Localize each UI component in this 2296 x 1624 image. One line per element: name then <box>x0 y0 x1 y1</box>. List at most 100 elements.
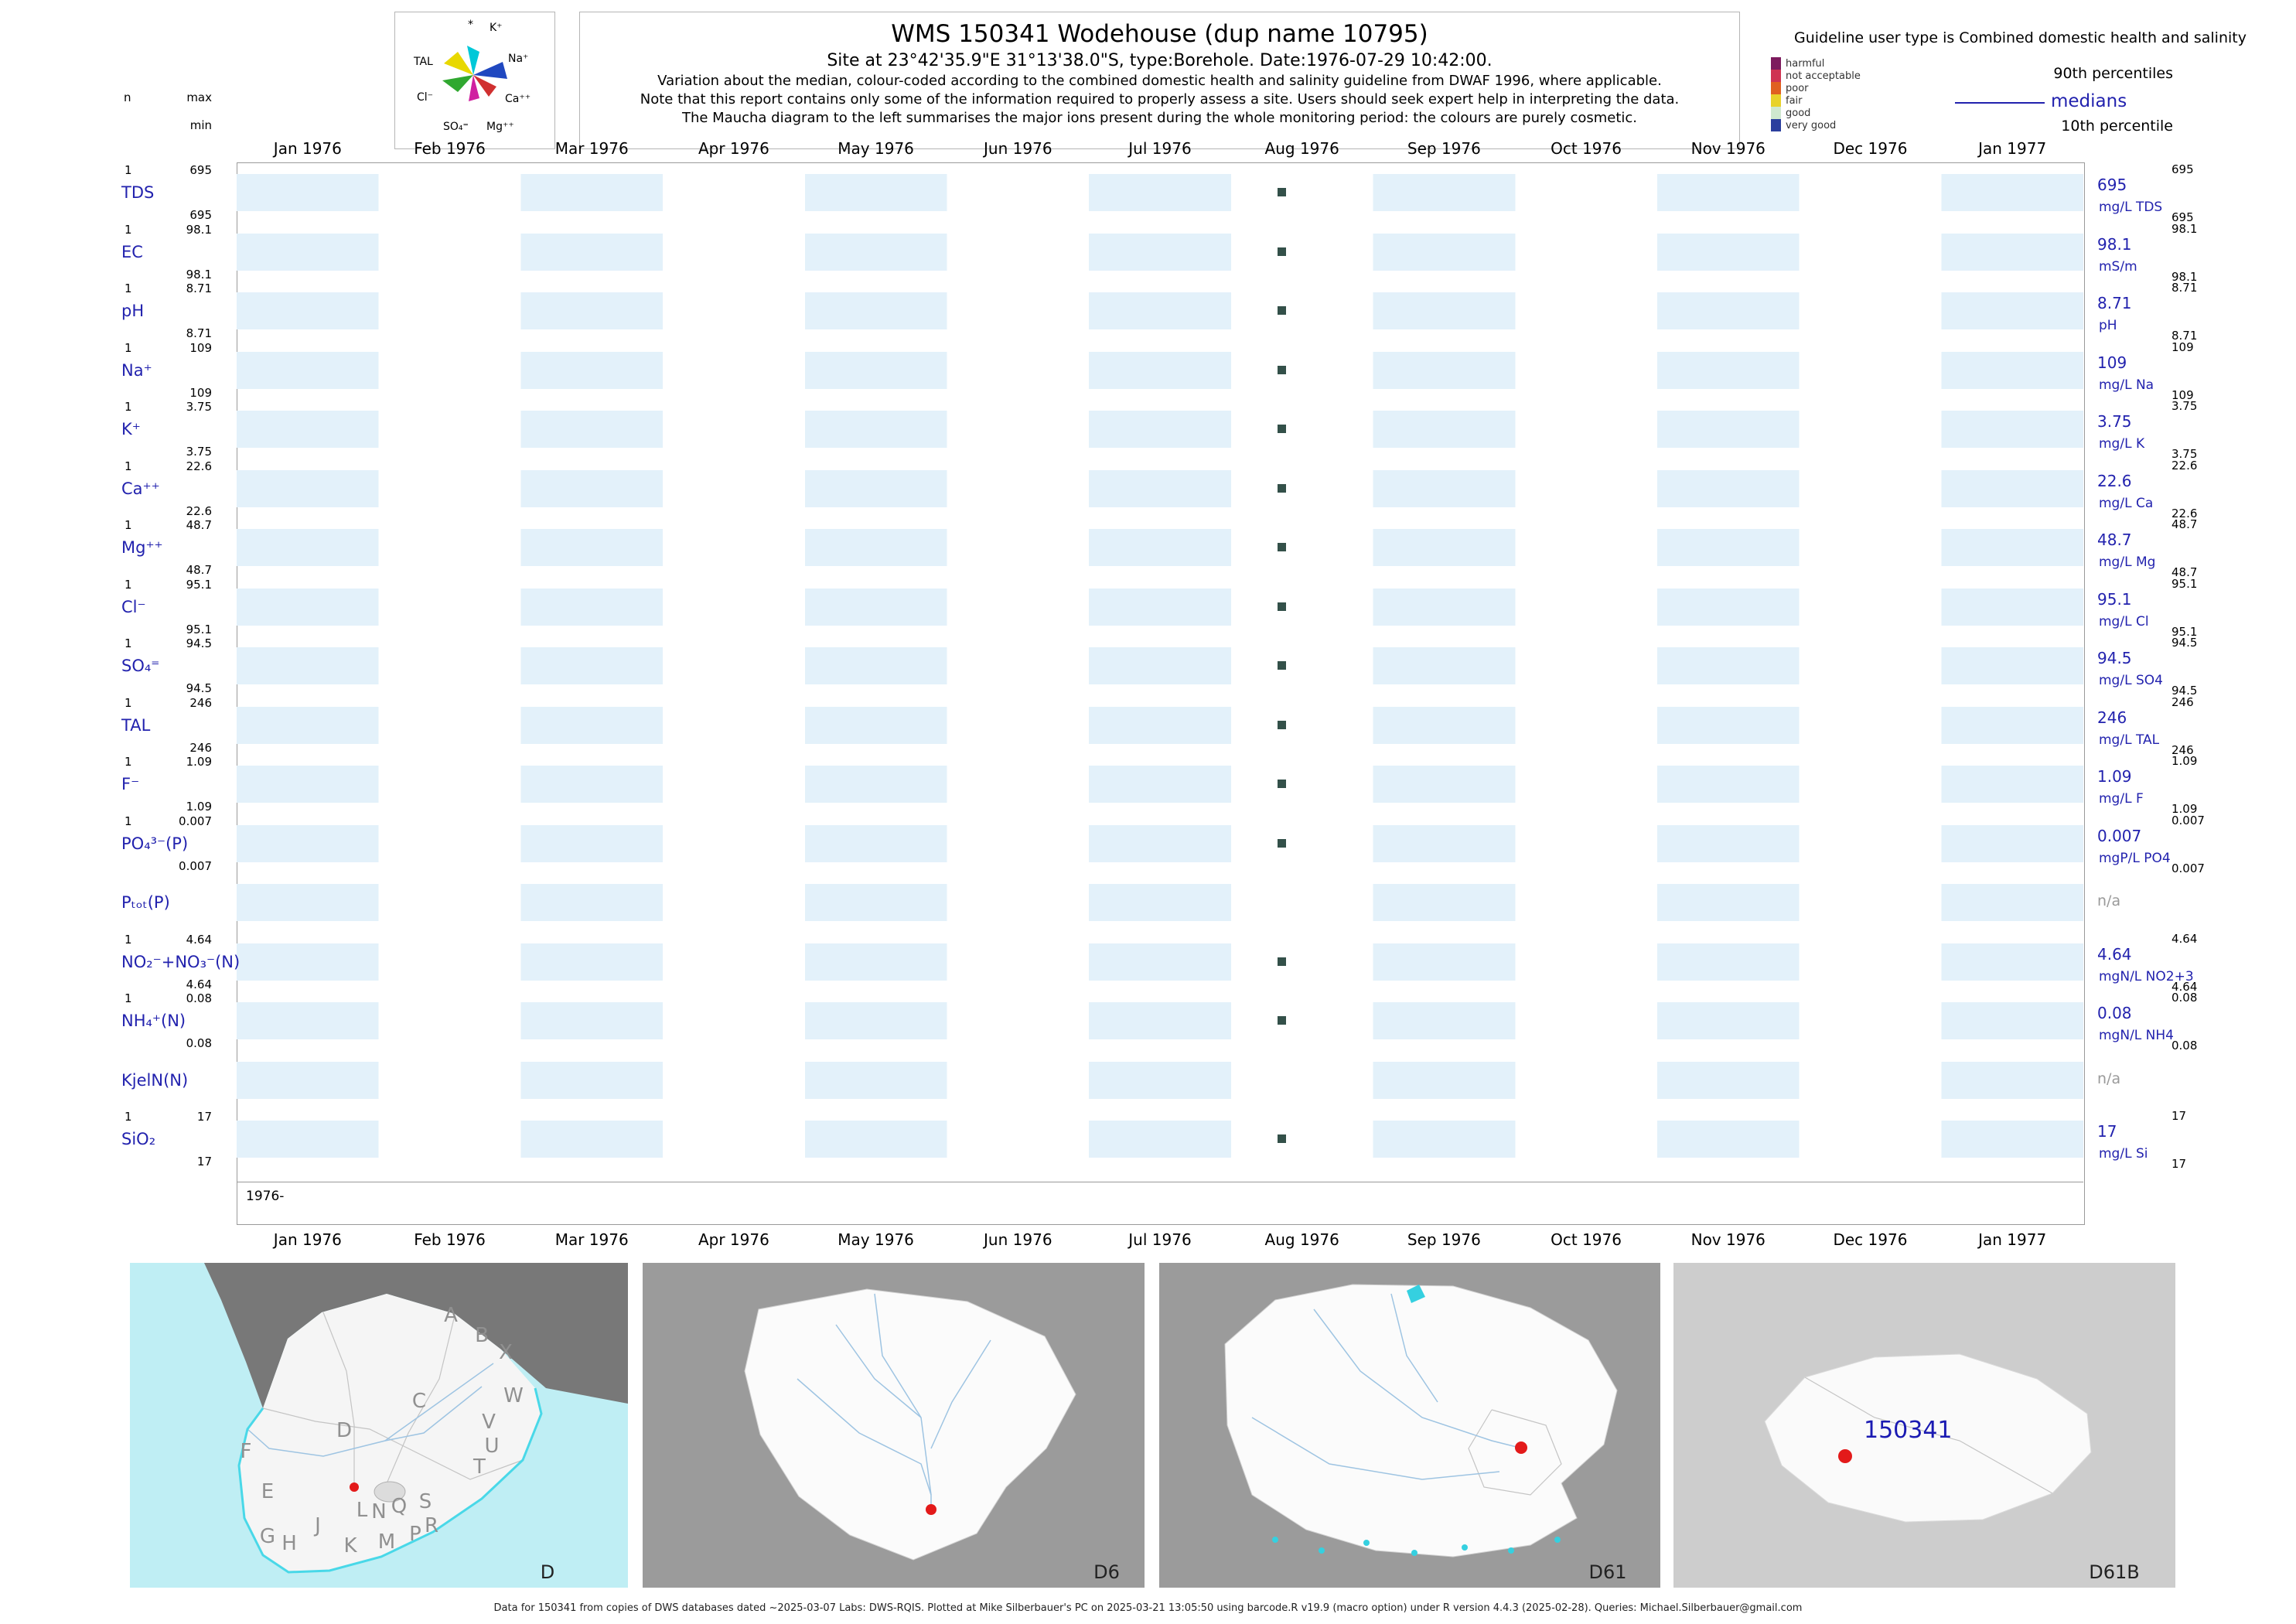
median-value: 246 <box>2097 708 2127 727</box>
maucha-lobe <box>473 62 507 79</box>
parameter-label: NO₂⁻+NO₃⁻(N) <box>121 952 241 971</box>
month-label: Jun 1976 <box>984 1230 1052 1249</box>
unit-label: mg/L TDS <box>2099 200 2163 215</box>
parameter-label: K⁺ <box>121 420 141 438</box>
monitoring-point <box>1508 1547 1514 1554</box>
parameter-label: NH₄⁺(N) <box>121 1012 186 1030</box>
region-letter: R <box>425 1514 438 1537</box>
unit-label: mg/L K <box>2099 436 2145 452</box>
month-label: Mar 1976 <box>554 1230 629 1249</box>
row-right-labels: 48.7 48.7 mg/L Mg 48.7 <box>2097 517 2233 579</box>
quality-color-swatch <box>1771 119 1781 131</box>
monitoring-point <box>1411 1550 1418 1556</box>
site-subtitle: Site at 23°42'35.9"E 31°13'38.0"S, type:… <box>827 51 1493 70</box>
quality-scale: harmful not acceptable poor fair good very go… <box>1771 57 1861 131</box>
neighbouring-countries <box>130 1263 628 1408</box>
region-letter: N <box>371 1500 386 1523</box>
row-right-labels: 246 246 mg/L TAL 246 <box>2097 695 2233 757</box>
data-point <box>1278 483 1287 493</box>
median-value: 17 <box>2097 1122 2117 1141</box>
river <box>1390 1293 1438 1403</box>
row-left-labels: TDS 1 695 695 <box>118 163 229 222</box>
p10-value: 0.007 <box>2171 861 2205 875</box>
parameter-band <box>237 469 2083 507</box>
sample-count: 1 <box>125 400 132 414</box>
row-right-labels: 0.08 0.08 mgN/L NH4 0.08 <box>2097 991 2233 1053</box>
quality-level: not acceptable <box>1771 70 1861 82</box>
region-letter: D <box>336 1419 352 1442</box>
median-value: 98.1 <box>2097 234 2132 254</box>
min-value: 17 <box>196 1155 212 1169</box>
year-label: 1976- <box>246 1189 285 1204</box>
p90-value: 246 <box>2171 694 2194 709</box>
quality-color-swatch <box>1771 70 1781 82</box>
river <box>384 1386 483 1441</box>
min-header: min <box>189 118 212 132</box>
unit-label: mgN/L NO2+3 <box>2099 968 2194 984</box>
month-label: Nov 1976 <box>1690 1230 1765 1249</box>
p10-value: 3.75 <box>2171 447 2198 461</box>
month-label: Aug 1976 <box>1264 139 1339 158</box>
month-label: Jan 1977 <box>1978 1230 2047 1249</box>
row-right-labels: 0.007 0.007 mgP/L PO4 0.007 <box>2097 814 2233 875</box>
month-label: Jan 1976 <box>273 1230 342 1249</box>
map-quaternary-catchment-D61B: 150341 D61B <box>1673 1263 2175 1588</box>
parameter-label: SO₄⁼ <box>121 657 160 675</box>
row-left-labels: Cl⁻ 1 95.1 95.1 <box>118 578 229 636</box>
map-primary-drainage-D: D6 <box>643 1263 1145 1588</box>
sample-count: 1 <box>125 991 132 1005</box>
monitoring-point <box>1319 1547 1325 1554</box>
unit-label: mg/L Cl <box>2099 613 2149 629</box>
median-value: 0.08 <box>2097 1004 2132 1022</box>
median-value: 4.64 <box>2097 944 2132 964</box>
parameter-band <box>237 943 2083 981</box>
data-point <box>1278 188 1287 196</box>
parameter-band <box>237 824 2083 862</box>
maucha-label: Ca⁺⁺ <box>505 93 531 105</box>
monitoring-point <box>1554 1537 1561 1543</box>
page-title: WMS 150341 Wodehouse (dup name 10795) <box>891 20 1428 48</box>
maucha-lobe <box>469 75 479 101</box>
median-value: 3.75 <box>2097 412 2132 431</box>
sub-catchment-boundary <box>1804 1377 2053 1494</box>
min-value: 0.007 <box>179 858 212 873</box>
region-letter: P <box>409 1523 421 1546</box>
p90-value: 3.75 <box>2171 399 2198 413</box>
sample-count: 1 <box>125 814 132 828</box>
sub-catchment-boundary <box>1468 1409 1562 1496</box>
max-value: 48.7 <box>186 518 212 532</box>
parameter-band <box>237 1121 2083 1158</box>
parameter-band <box>237 588 2083 626</box>
parameter-label: F⁻ <box>121 775 140 793</box>
data-point <box>1278 1134 1287 1143</box>
sample-count: 1 <box>125 636 132 650</box>
sample-count: 1 <box>125 459 132 473</box>
quality-level: very good <box>1771 119 1861 131</box>
data-point <box>1278 720 1287 729</box>
unit-label: mg/L TAL <box>2099 732 2160 748</box>
parameter-label: KjelN(N) <box>121 1070 189 1090</box>
max-header: max <box>186 90 212 104</box>
min-value: 3.75 <box>186 445 212 459</box>
median-legend-label: medians <box>2051 91 2127 111</box>
month-label: Jan 1977 <box>1978 139 2047 158</box>
quality-level: poor <box>1771 82 1861 94</box>
row-left-labels: NO₂⁻+NO₃⁻(N) 1 4.64 4.64 <box>118 933 240 991</box>
month-label: Feb 1976 <box>414 139 486 158</box>
monitoring-point <box>1363 1540 1370 1546</box>
row-right-labels: 1.09 1.09 mg/L F 1.09 <box>2097 754 2233 816</box>
parameter-label: Pₜₒₜ(P) <box>121 893 170 912</box>
unit-label: mg/L F <box>2099 791 2144 807</box>
sample-count: 1 <box>125 281 132 295</box>
max-value: 246 <box>189 695 212 710</box>
month-label: May 1976 <box>838 139 914 158</box>
min-value: 4.64 <box>186 977 212 991</box>
unit-label: mg/L Ca <box>2099 495 2154 511</box>
data-point <box>1278 425 1287 433</box>
max-value: 94.5 <box>186 636 212 650</box>
note-line: The Maucha diagram to the left summarise… <box>681 110 1638 126</box>
maucha-label: Cl⁻ <box>417 91 434 104</box>
parameter-label: EC <box>121 242 143 261</box>
map-secondary-drainage-D6: D61 <box>1159 1263 1660 1588</box>
